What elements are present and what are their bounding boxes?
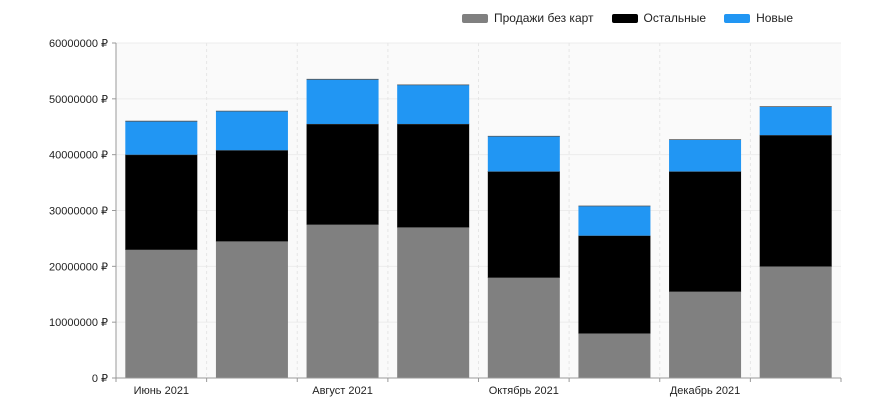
bar-segment-sales-no-cards-8[interactable] — [759, 266, 832, 378]
y-tick-label: 10000000 ₽ — [49, 317, 108, 329]
legend-label-new: Новые — [756, 11, 794, 25]
x-tick-label: Август 2021 — [312, 385, 373, 397]
bar-segment-others-6[interactable] — [578, 235, 651, 334]
y-tick-label: 60000000 ₽ — [49, 38, 108, 50]
bars — [125, 78, 832, 379]
bar-segment-sales-no-cards-4[interactable] — [397, 227, 470, 378]
bar-segment-sales-no-cards-2[interactable] — [215, 241, 288, 378]
bar-segment-new-7[interactable] — [669, 139, 742, 172]
axes — [112, 42, 842, 382]
legend-swatch-sales-no-cards — [462, 13, 488, 23]
legend-item-sales-no-cards[interactable]: Продажи без карт — [462, 11, 594, 25]
x-axis-ticks: Июнь 2021 Август 2021 Октябрь 2021 Декабрь … — [134, 385, 741, 397]
legend-label-others: Остальные — [643, 11, 707, 25]
legend-label-sales-no-cards: Продажи без карт — [494, 11, 594, 25]
y-tick-label: 40000000 ₽ — [49, 150, 108, 162]
legend-item-new[interactable]: Новые — [724, 11, 793, 25]
bar-segment-others-2[interactable] — [215, 150, 288, 242]
bar-segment-new-4[interactable] — [397, 84, 470, 124]
bar-segment-new-2[interactable] — [215, 111, 288, 151]
y-tick-label: 30000000 ₽ — [49, 206, 108, 218]
bar-segment-new-8[interactable] — [759, 106, 832, 136]
legend-item-others[interactable]: Остальные — [611, 11, 707, 25]
bar-segment-sales-no-cards-7[interactable] — [669, 291, 742, 378]
bar-segment-others-7[interactable] — [669, 171, 742, 292]
y-tick-label: 50000000 ₽ — [49, 94, 108, 106]
bar-segment-sales-no-cards-1[interactable] — [125, 249, 198, 378]
bar-segment-others-5[interactable] — [487, 171, 560, 278]
y-tick-label: 20000000 ₽ — [49, 261, 108, 273]
x-tick-label: Декабрь 2021 — [670, 385, 740, 397]
bar-segment-new-5[interactable] — [487, 136, 560, 172]
x-tick-label: Октябрь 2021 — [489, 385, 559, 397]
bar-segment-sales-no-cards-6[interactable] — [578, 333, 651, 378]
bar-segment-others-1[interactable] — [125, 154, 198, 250]
bar-segment-new-1[interactable] — [125, 121, 198, 155]
bar-segment-new-6[interactable] — [578, 206, 651, 236]
y-tick-label: 0 ₽ — [92, 373, 108, 385]
bar-segment-new-3[interactable] — [306, 79, 379, 124]
bar-segment-others-4[interactable] — [397, 123, 470, 228]
x-tick-label: Июнь 2021 — [134, 385, 190, 397]
bar-segment-sales-no-cards-3[interactable] — [306, 224, 379, 378]
bar-segment-others-3[interactable] — [306, 123, 379, 225]
bar-segment-sales-no-cards-5[interactable] — [487, 277, 560, 379]
y-axis-ticks: 0 ₽ 10000000 ₽ 20000000 ₽ 30000000 ₽ 4000000… — [49, 38, 108, 385]
legend-swatch-others — [611, 13, 638, 23]
legend: Продажи без карт Остальные Новые — [462, 11, 793, 25]
bar-segment-others-8[interactable] — [759, 135, 832, 267]
legend-swatch-new — [724, 13, 751, 23]
